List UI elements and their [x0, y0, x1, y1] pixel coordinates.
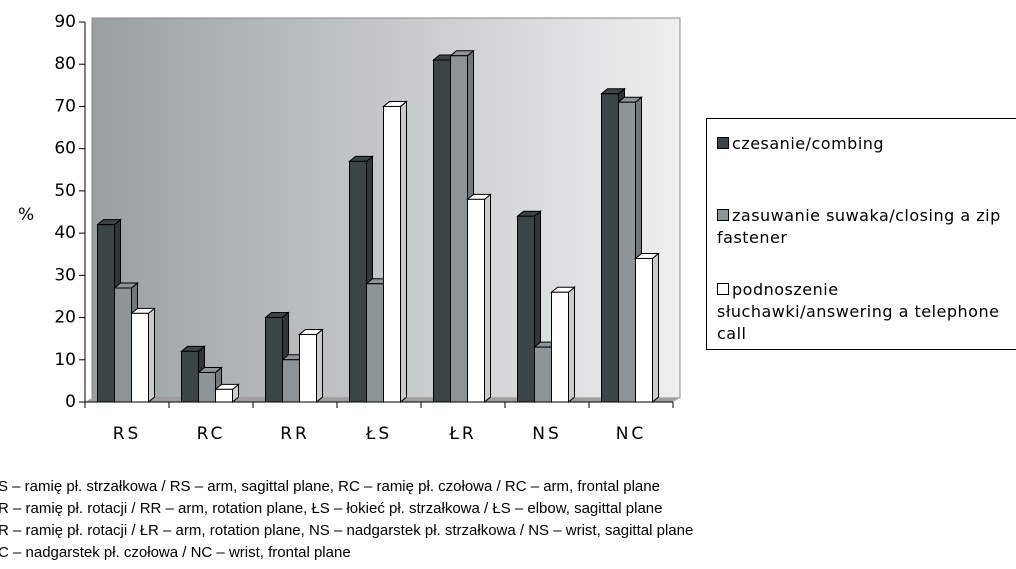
y-tick-label: 0	[65, 392, 76, 412]
y-tick-label: 50	[54, 181, 76, 201]
bar	[282, 359, 300, 403]
bar	[198, 371, 216, 403]
bar	[635, 257, 653, 403]
x-tick-label: NS	[532, 424, 562, 444]
y-tick-label: 60	[54, 139, 76, 159]
bar-side	[652, 252, 659, 404]
bar	[601, 93, 619, 403]
bar	[181, 350, 199, 403]
bar	[265, 317, 283, 403]
legend-item: zasuwanie suwaka/closing a zip fastener	[717, 205, 1016, 249]
y-axis-label: %	[18, 205, 34, 225]
bar-side	[316, 328, 323, 404]
bar-side	[400, 100, 407, 404]
bar-side	[484, 193, 491, 404]
y-tick-label: 70	[54, 96, 76, 116]
legend-swatch	[717, 283, 729, 295]
y-tick-label: 40	[54, 223, 76, 243]
x-tick-label: RS	[113, 424, 142, 444]
bar	[433, 59, 451, 403]
y-tick-label: 90	[54, 12, 76, 32]
bar	[534, 346, 552, 403]
bar	[215, 388, 233, 403]
caption-line: R – ramię pł. rotacji / ŁR – arm, rotati…	[0, 522, 693, 539]
caption-line: R – ramię pł. rotacji / RR – arm, rotati…	[0, 500, 662, 517]
x-tick-label: NC	[616, 424, 647, 444]
x-tick-label: ŁS	[365, 424, 392, 444]
bar	[383, 105, 401, 403]
x-tick-label: RC	[197, 424, 226, 444]
legend: czesanie/combing zasuwanie suwaka/closing…	[706, 118, 1016, 350]
bar	[450, 55, 468, 403]
caption-line: S – ramię pł. strzałkowa / RS – arm, sag…	[0, 478, 660, 495]
y-tick-label: 30	[54, 265, 76, 285]
legend-item: czesanie/combing	[717, 133, 1016, 155]
bar	[97, 224, 115, 403]
bar	[114, 287, 132, 403]
legend-item: podnoszenie słuchawki/answering a teleph…	[717, 279, 1016, 345]
y-tick-label: 20	[54, 308, 76, 328]
bar-side	[148, 307, 155, 404]
bar	[618, 101, 636, 403]
bar	[131, 312, 149, 403]
bar-side	[568, 286, 575, 404]
x-tick-label: ŁR	[448, 424, 476, 444]
bar	[299, 333, 317, 403]
caption-line: C – nadgarstek pł. czołowa / NC – wrist,…	[0, 544, 351, 561]
y-tick-label: 80	[54, 54, 76, 74]
bar	[551, 291, 569, 403]
legend-swatch	[717, 209, 729, 221]
bar	[517, 215, 535, 403]
x-tick-label: RR	[280, 424, 310, 444]
bar	[349, 160, 367, 403]
legend-label: zasuwanie suwaka/closing a zip fastener	[717, 206, 1001, 247]
y-tick-label: 10	[54, 350, 76, 370]
bar	[366, 283, 384, 403]
legend-label: czesanie/combing	[732, 134, 885, 153]
bar	[467, 198, 485, 403]
legend-label: podnoszenie słuchawki/answering a teleph…	[717, 280, 1000, 343]
legend-swatch	[717, 137, 729, 149]
